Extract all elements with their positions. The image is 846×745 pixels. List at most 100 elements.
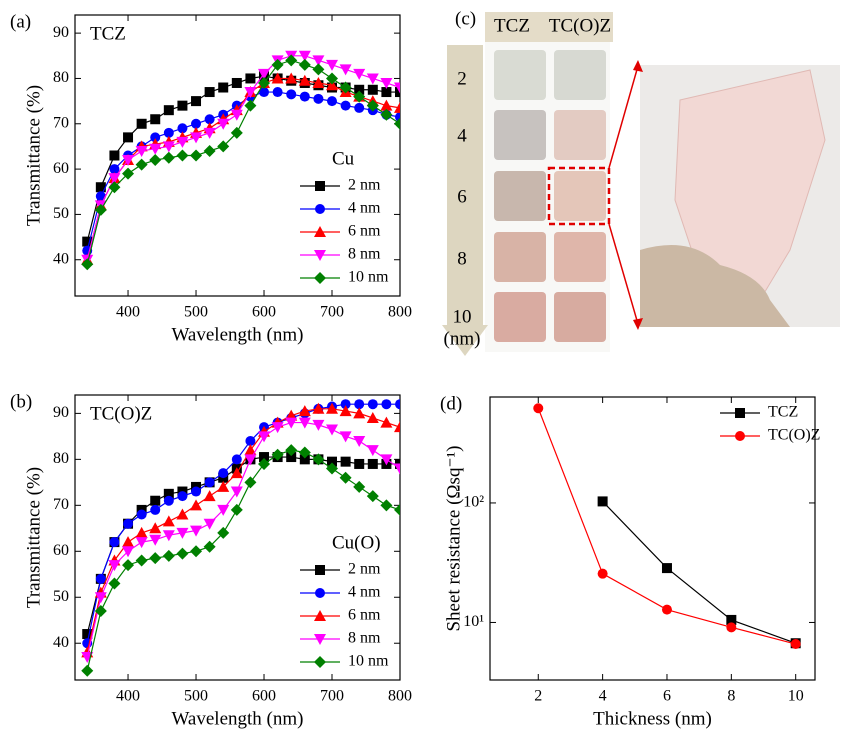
annotation: TCZ <box>90 23 126 44</box>
legend-title: Cu(O) <box>332 532 381 553</box>
y-tick-label: 50 <box>53 205 69 222</box>
marker <box>150 505 160 515</box>
panel-label: (c) <box>455 8 476 29</box>
marker <box>368 399 378 409</box>
marker <box>204 128 216 139</box>
marker <box>191 96 201 106</box>
marker <box>662 563 672 573</box>
x-tick-label: 700 <box>320 688 344 705</box>
marker <box>81 665 93 677</box>
legend-label: 2 nm <box>348 177 381 194</box>
row-label: 10 <box>453 306 472 327</box>
y-tick-label: 50 <box>53 588 69 605</box>
x-tick-label: 400 <box>116 304 140 321</box>
plot-frame <box>490 397 815 680</box>
marker <box>177 101 187 111</box>
marker <box>231 487 243 498</box>
x-tick-label: 10 <box>788 688 804 705</box>
row-label: 4 <box>457 125 467 146</box>
swatch <box>554 232 606 282</box>
marker <box>109 151 119 161</box>
swatch <box>554 292 606 342</box>
marker <box>176 548 188 560</box>
legend-title: Cu <box>332 148 355 169</box>
marker <box>149 522 161 533</box>
marker <box>598 496 608 506</box>
marker <box>163 530 175 541</box>
marker <box>245 73 255 83</box>
marker <box>150 114 160 124</box>
legend-label: 8 nm <box>348 630 381 647</box>
swatch <box>554 50 606 100</box>
marker <box>190 132 202 143</box>
marker <box>272 59 284 71</box>
marker <box>533 403 543 413</box>
annotation: TC(O)Z <box>90 403 152 424</box>
y-tick-label: 80 <box>53 69 69 86</box>
marker <box>123 519 133 529</box>
x-tick-label: 500 <box>184 688 208 705</box>
y-tick-label: 60 <box>53 542 69 559</box>
marker <box>315 181 325 191</box>
marker <box>341 457 351 467</box>
marker <box>218 468 228 478</box>
marker <box>395 399 405 409</box>
marker <box>367 445 379 456</box>
row-label: 2 <box>457 68 467 89</box>
y-tick-label: 60 <box>53 160 69 177</box>
marker <box>232 454 242 464</box>
marker <box>176 137 188 148</box>
marker <box>191 487 201 497</box>
legend-label: 8 nm <box>348 246 381 263</box>
marker <box>327 96 337 106</box>
legend-label: TC(O)Z <box>768 427 820 444</box>
legend-label: 10 nm <box>348 653 389 670</box>
marker <box>367 490 379 502</box>
swatch <box>494 171 546 221</box>
swatch <box>494 232 546 282</box>
y-axis-title: Transmittance (%) <box>23 85 44 226</box>
marker <box>150 496 160 506</box>
marker <box>354 103 364 113</box>
row-label: 6 <box>457 186 467 207</box>
marker <box>137 119 147 129</box>
series-layer <box>533 403 800 649</box>
marker <box>314 272 326 284</box>
marker <box>205 477 215 487</box>
marker <box>205 87 215 97</box>
marker <box>149 552 161 564</box>
marker <box>123 132 133 142</box>
marker <box>136 554 148 566</box>
marker <box>326 60 338 71</box>
x-axis-title: Thickness (nm) <box>593 708 712 729</box>
marker <box>380 417 392 428</box>
column-label: TCZ <box>494 15 530 36</box>
marker <box>353 436 365 447</box>
marker <box>96 182 106 192</box>
marker <box>380 499 392 511</box>
x-axis-title: Wavelength (nm) <box>172 708 304 729</box>
panel-label: (a) <box>10 11 31 32</box>
marker <box>312 420 324 431</box>
y-tick-label: 10¹ <box>463 613 484 630</box>
swatch <box>494 110 546 160</box>
y-axis-title: Transmittance (%) <box>23 467 44 608</box>
legend-label: 4 nm <box>348 200 381 217</box>
zoom-line <box>609 224 638 324</box>
y-axis-title: Sheet resistance (Ωsq⁻¹) <box>443 445 464 631</box>
marker <box>286 89 296 99</box>
x-tick-label: 8 <box>727 688 735 705</box>
marker <box>726 622 736 632</box>
y-tick-label: 40 <box>53 250 69 267</box>
swatch <box>554 110 606 160</box>
unit-label: (nm) <box>444 328 481 349</box>
marker <box>176 150 188 162</box>
marker <box>315 565 325 575</box>
marker <box>109 537 119 547</box>
marker <box>312 63 324 75</box>
photo-panel: (c) TCZ TC(O)Z 2 4 6 8 10 (nm) <box>442 8 840 356</box>
marker <box>244 476 256 488</box>
panel-label: (b) <box>10 391 32 412</box>
marker <box>232 78 242 88</box>
marker <box>340 64 352 75</box>
